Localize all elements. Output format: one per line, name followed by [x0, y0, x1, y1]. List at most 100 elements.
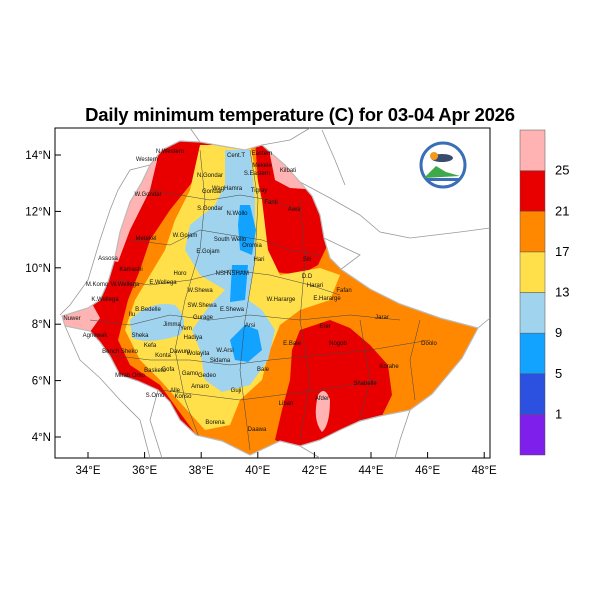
zone-label: E.Bale [283, 341, 301, 347]
colorbar-label: 5 [555, 366, 562, 381]
zone-label: M.Komo [86, 282, 109, 288]
zone-borders [89, 149, 431, 451]
x-tick-label: 36°E [132, 465, 157, 477]
zone-label: Kefa [144, 343, 157, 349]
zone-label: E.Gojam [196, 249, 219, 255]
zone-label: Western [136, 157, 158, 163]
zone-label: Assosa [98, 256, 118, 262]
y-tick-label: 4°N [32, 432, 51, 444]
zone-label: WagHamra [212, 186, 243, 192]
colorbar-swatch [519, 414, 546, 456]
zone-label: Mekele [252, 163, 272, 169]
colorbar-swatch [519, 211, 546, 253]
colorbar-label: 1 [555, 406, 562, 421]
zone-label: Ilu [129, 312, 135, 318]
zone-label: Hadiya [184, 335, 203, 341]
x-tick-label: 48°E [472, 465, 497, 477]
x-tick-label: 44°E [358, 465, 383, 477]
zone-label: Doolo [421, 341, 437, 347]
colorbar-label: 21 [555, 203, 569, 218]
zone-label: Borena [205, 420, 225, 426]
zone-label: N.Western [156, 149, 184, 155]
zone-label: Erer [319, 324, 330, 330]
zone-labels: N.Western Western Cent.T Eastern Mekele S.Eas… [63, 149, 437, 433]
zone-label: Cent.T [227, 153, 245, 159]
band-5-9-north [238, 205, 256, 255]
band-21-25-southeast [275, 320, 392, 450]
colorbar-label: 17 [555, 244, 569, 259]
zone-label: S.Gondar [197, 206, 223, 212]
band-9-13-jimma [130, 304, 184, 341]
band-5-9-arsi [230, 325, 262, 362]
zone-label: Fafan [336, 288, 351, 294]
zone-label: Amaro [191, 384, 209, 390]
zone-label: Siti [303, 257, 311, 263]
zone-label: Daawa [248, 427, 267, 433]
x-tick-label: 34°E [75, 465, 100, 477]
colorbar-swatch [519, 373, 546, 415]
zone-label: Gurage [193, 315, 214, 321]
zone-label: Horo [173, 271, 187, 277]
zone-label: E.Shewa [220, 307, 245, 313]
zone-label: W.Wellega [111, 282, 140, 288]
zone-label: Sheka [131, 333, 149, 339]
ethiopian-meteorology-institute-logo [419, 141, 467, 189]
zone-label: W.Arsi [216, 348, 233, 354]
zone-label: S.Eastern [244, 171, 270, 177]
zone-label: Arsi [245, 323, 255, 329]
zone-label: E.Hararge [313, 296, 341, 302]
zone-label: Yem [180, 326, 192, 332]
zone-label: Gofa [161, 367, 175, 373]
band-25-plus-afder [315, 391, 330, 432]
map-title: Daily minimum temperature (C) for 03-04 … [85, 104, 515, 125]
zone-label: N.Wollo [227, 211, 249, 217]
zone-label: Gamo [182, 371, 199, 377]
x-tick-label: 38°E [189, 465, 214, 477]
y-tick-label: 6°N [32, 376, 51, 388]
zone-label: NSH [216, 271, 229, 277]
zone-label: Dawuro [170, 349, 191, 355]
colorbar-label: 9 [555, 325, 562, 340]
zone-label: Kilbati [280, 168, 296, 174]
zone-label: Agnewak [83, 333, 109, 339]
zone-label: Konta [155, 353, 171, 359]
zone-label: D.D [302, 274, 313, 280]
zone-label: Tigray [251, 188, 267, 194]
zone-label: W.Hararge [267, 297, 296, 303]
zone-label: SW.Shewa [187, 303, 217, 309]
y-tick-label: 14°N [25, 150, 51, 162]
y-tick-label: 10°N [25, 263, 51, 275]
zone-label: Wolayita [187, 351, 211, 357]
zone-label: Sidama [210, 358, 231, 364]
zone-label: Alle [170, 388, 181, 394]
colorbar-swatch [519, 332, 546, 374]
zone-label: W.Shewa [187, 288, 213, 294]
zone-label: Fanti [264, 200, 277, 206]
zone-label: NSHAM [227, 271, 249, 277]
zone-label: Guji [231, 388, 242, 394]
zone-label: Eastern [252, 151, 273, 157]
colorbar-swatch [519, 170, 546, 212]
zone-label: K.Wellega [91, 297, 119, 303]
zone-label: W.Gojam [173, 233, 198, 239]
zone-label: Liban [279, 401, 294, 407]
colorbar-swatch [519, 129, 546, 171]
zone-label: Awsi [288, 207, 301, 213]
zone-label: E.Wellega [149, 280, 177, 286]
zone-label: S.Omo [146, 393, 165, 399]
zone-label: Shabelle [353, 381, 377, 387]
zone-label: Harari [307, 283, 323, 289]
zone-label: Korahe [379, 364, 399, 370]
zone-label: Jarar [375, 315, 389, 321]
y-axis: 4°N 6°N 8°N 10°N 12°N 14°N [25, 150, 61, 444]
zone-label: Gondar [202, 189, 222, 195]
x-axis: 34°E 36°E 38°E 40°E 42°E 44°E 46°E 48°E [75, 452, 497, 477]
band-5-9-rift [230, 265, 248, 302]
x-tick-label: 42°E [302, 465, 327, 477]
zone-label: Nuwer [63, 316, 80, 322]
zone-label: W.Gondar [134, 192, 161, 198]
colorbar-swatch [519, 292, 546, 334]
colorbar-label: 25 [555, 163, 569, 178]
zone-label: B.Bedelle [135, 307, 161, 313]
